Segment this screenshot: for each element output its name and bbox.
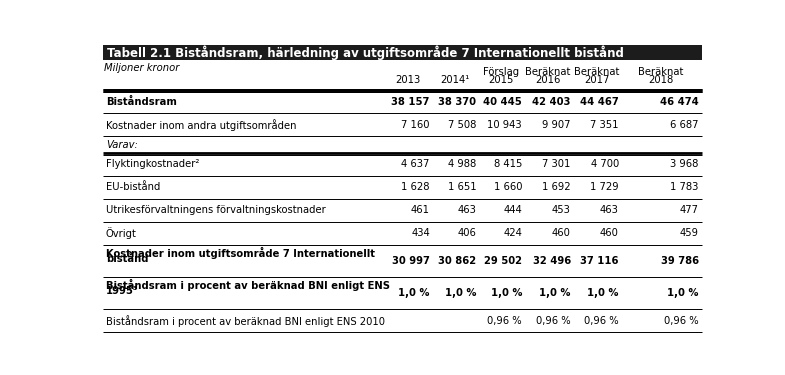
Text: 39 786: 39 786: [661, 256, 699, 266]
Text: 1,0 %: 1,0 %: [491, 288, 522, 298]
Text: 9 907: 9 907: [542, 120, 571, 130]
Text: 444: 444: [503, 205, 522, 215]
Text: 434: 434: [411, 228, 430, 238]
Text: bistånd: bistånd: [106, 254, 148, 264]
Text: 460: 460: [600, 228, 619, 238]
Text: 1 692: 1 692: [542, 182, 571, 192]
Text: 459: 459: [680, 228, 699, 238]
Text: 40 445: 40 445: [484, 97, 522, 107]
Text: 1 783: 1 783: [670, 182, 699, 192]
Bar: [103, 45, 702, 60]
Text: Övrigt: Övrigt: [106, 227, 137, 239]
Text: 1,0 %: 1,0 %: [587, 288, 619, 298]
Text: 463: 463: [458, 205, 476, 215]
Text: 32 496: 32 496: [533, 256, 571, 266]
Text: 0,96 %: 0,96 %: [487, 316, 522, 326]
Text: 453: 453: [552, 205, 571, 215]
Text: Tabell 2.1 Biståndsram, härledning av utgiftsområde 7 Internationellt bistånd: Tabell 2.1 Biståndsram, härledning av ut…: [107, 45, 623, 60]
Text: Biståndsram i procent av beräknad BNI enligt ENS: Biståndsram i procent av beräknad BNI en…: [106, 279, 390, 291]
Text: Beräknat: Beräknat: [637, 68, 683, 77]
Text: 30 997: 30 997: [392, 256, 430, 266]
Text: 2016: 2016: [535, 75, 560, 85]
Text: 8 415: 8 415: [494, 159, 522, 169]
Text: 1 628: 1 628: [401, 182, 430, 192]
Text: 460: 460: [552, 228, 571, 238]
Text: 2018: 2018: [648, 75, 673, 85]
Text: 37 116: 37 116: [580, 256, 619, 266]
Text: 2014¹: 2014¹: [440, 75, 469, 85]
Text: 10 943: 10 943: [487, 120, 522, 130]
Text: 46 474: 46 474: [660, 97, 699, 107]
Text: 0,96 %: 0,96 %: [664, 316, 699, 326]
Text: 1 651: 1 651: [447, 182, 476, 192]
Text: Biståndsram i procent av beräknad BNI enligt ENS 2010: Biståndsram i procent av beräknad BNI en…: [106, 315, 385, 327]
Text: 4 700: 4 700: [590, 159, 619, 169]
Text: 1 660: 1 660: [494, 182, 522, 192]
Text: 2017: 2017: [584, 75, 609, 85]
Text: 6 687: 6 687: [670, 120, 699, 130]
Text: 424: 424: [503, 228, 522, 238]
Text: 1,0 %: 1,0 %: [539, 288, 571, 298]
Text: Beräknat: Beräknat: [574, 68, 619, 77]
Text: 1,0 %: 1,0 %: [398, 288, 430, 298]
Text: 0,96 %: 0,96 %: [536, 316, 571, 326]
Text: Varav:: Varav:: [106, 140, 137, 150]
Text: 30 862: 30 862: [438, 256, 476, 266]
Text: 461: 461: [411, 205, 430, 215]
Text: 7 301: 7 301: [542, 159, 571, 169]
Text: 4 988: 4 988: [448, 159, 476, 169]
Text: 0,96 %: 0,96 %: [584, 316, 619, 326]
Text: EU-bistånd: EU-bistånd: [106, 182, 160, 192]
Text: 1,0 %: 1,0 %: [667, 288, 699, 298]
Text: 44 467: 44 467: [580, 97, 619, 107]
Text: 477: 477: [680, 205, 699, 215]
Text: 7 508: 7 508: [448, 120, 476, 130]
Text: 3 968: 3 968: [670, 159, 699, 169]
Text: 29 502: 29 502: [484, 256, 522, 266]
Text: 406: 406: [458, 228, 476, 238]
Text: 42 403: 42 403: [532, 97, 571, 107]
Text: Utrikesförvaltningens förvaltningskostnader: Utrikesförvaltningens förvaltningskostna…: [106, 205, 326, 215]
Text: 1 729: 1 729: [590, 182, 619, 192]
Text: Kostnader inom andra utgiftsområden: Kostnader inom andra utgiftsområden: [106, 119, 297, 131]
Text: Kostnader inom utgiftsområde 7 Internationellt: Kostnader inom utgiftsområde 7 Internati…: [106, 247, 375, 259]
Text: Förslag: Förslag: [483, 68, 519, 77]
Text: Biståndsram: Biståndsram: [106, 97, 177, 107]
Text: 2015: 2015: [488, 75, 513, 85]
Text: 7 160: 7 160: [401, 120, 430, 130]
Text: 1,0 %: 1,0 %: [445, 288, 476, 298]
Text: 38 157: 38 157: [392, 97, 430, 107]
Text: 2013: 2013: [396, 75, 421, 85]
Text: Beräknat: Beräknat: [525, 68, 571, 77]
Text: 4 637: 4 637: [401, 159, 430, 169]
Text: 463: 463: [600, 205, 619, 215]
Text: 38 370: 38 370: [438, 97, 476, 107]
Text: 1995³: 1995³: [106, 286, 138, 296]
Text: 7 351: 7 351: [590, 120, 619, 130]
Text: Miljoner kronor: Miljoner kronor: [104, 63, 180, 73]
Text: Flyktingkostnader²: Flyktingkostnader²: [106, 159, 199, 169]
